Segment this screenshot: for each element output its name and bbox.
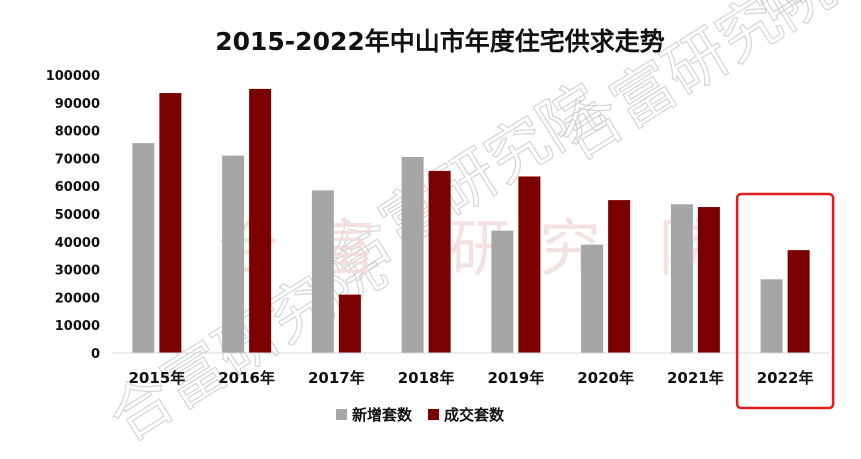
bar-new-supply bbox=[670, 204, 693, 353]
x-tick-label: 2021年 bbox=[667, 369, 724, 387]
bar-transactions bbox=[608, 200, 631, 353]
bar-new-supply bbox=[401, 157, 424, 353]
bar-new-supply bbox=[491, 230, 514, 353]
bar-transactions bbox=[518, 176, 541, 353]
x-axis: 2015年 2016年 2017年 2018年 2019年 2020年 2021年 2022年 bbox=[129, 369, 814, 387]
y-tick-label: 90000 bbox=[55, 97, 100, 112]
legend: 新增套数 成交套数 bbox=[336, 406, 505, 424]
legend-label: 新增套数 bbox=[352, 406, 413, 424]
highlight-box-2022 bbox=[735, 192, 835, 410]
y-tick-label: 0 bbox=[91, 347, 100, 362]
bar-transactions bbox=[697, 207, 720, 353]
y-tick-label: 100000 bbox=[46, 69, 100, 84]
legend-label: 成交套数 bbox=[444, 406, 505, 424]
bar-transactions bbox=[787, 250, 810, 353]
y-axis: 0 10000 20000 30000 40000 50000 60000 70000 8000… bbox=[46, 69, 100, 362]
y-tick-label: 30000 bbox=[55, 264, 100, 279]
bar-new-supply bbox=[311, 190, 334, 353]
y-tick-label: 40000 bbox=[55, 236, 100, 251]
watermark: 合富研究院合富研究院合富研究院合富研究院合富研究院 bbox=[95, 0, 861, 456]
bar-new-supply bbox=[581, 244, 604, 353]
y-tick-label: 80000 bbox=[55, 125, 100, 140]
y-tick-label: 70000 bbox=[55, 152, 100, 167]
bar-transactions bbox=[338, 294, 361, 353]
x-tick-label: 2018年 bbox=[398, 369, 455, 387]
x-tick-label: 2019年 bbox=[488, 369, 545, 387]
y-tick-label: 50000 bbox=[55, 208, 100, 223]
x-tick-label: 2016年 bbox=[218, 369, 275, 387]
legend-swatch bbox=[428, 409, 439, 420]
x-tick-label: 2020年 bbox=[577, 369, 634, 387]
y-tick-label: 20000 bbox=[55, 291, 100, 306]
bar-transactions bbox=[159, 93, 182, 353]
bars bbox=[132, 88, 810, 354]
bar-transactions bbox=[249, 88, 272, 354]
bar-new-supply bbox=[132, 143, 155, 353]
x-tick-label: 2017年 bbox=[308, 369, 365, 387]
x-tick-label: 2015年 bbox=[129, 369, 186, 387]
bar-new-supply bbox=[760, 279, 783, 353]
legend-swatch bbox=[336, 409, 347, 420]
x-tick-label: 2022年 bbox=[757, 369, 814, 387]
y-tick-label: 10000 bbox=[55, 319, 100, 334]
chart-title: 2015-2022年中山市年度住宅供求走势 bbox=[215, 27, 665, 56]
bar-new-supply bbox=[222, 155, 245, 353]
bar-transactions bbox=[428, 170, 451, 353]
y-tick-label: 60000 bbox=[55, 180, 100, 195]
